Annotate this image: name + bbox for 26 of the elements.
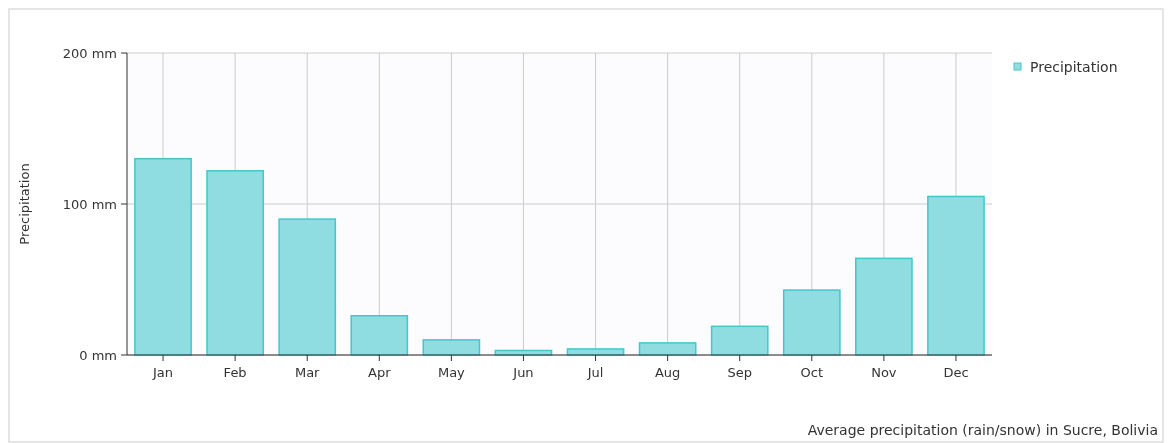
bar [710,325,769,356]
bar [206,170,264,356]
x-tick-label: Jul [586,365,604,380]
x-tick-label: Jan [152,365,174,380]
y-tick-label: 0 mm [79,347,117,363]
x-tick-label: Jun [512,365,534,380]
x-tick-label: Apr [368,365,392,380]
y-axis-title: Precipitation [17,163,32,245]
x-tick-label: Mar [294,365,321,380]
text: Average precipitation (rain/snow) in Sucre, Bolivia [807,422,1158,438]
bar [855,257,913,356]
y-tick-label: 100 mm [62,196,117,212]
x-tick-label: May [437,365,466,380]
bar [350,314,409,356]
legend-label: Precipitation [1030,58,1118,75]
bar [134,157,192,356]
x-tick-label: Dec [943,365,969,380]
x-tick-label: Nov [871,365,897,380]
x-tick-label: Aug [654,365,681,380]
x-tick-label: Sep [727,365,752,380]
bar [782,289,841,356]
bar [927,195,985,356]
x-tick-label: Oct [800,365,824,380]
x-tick-label: Feb [223,365,247,380]
bar [278,218,337,356]
y-tick-label: 200 mm [62,45,117,61]
